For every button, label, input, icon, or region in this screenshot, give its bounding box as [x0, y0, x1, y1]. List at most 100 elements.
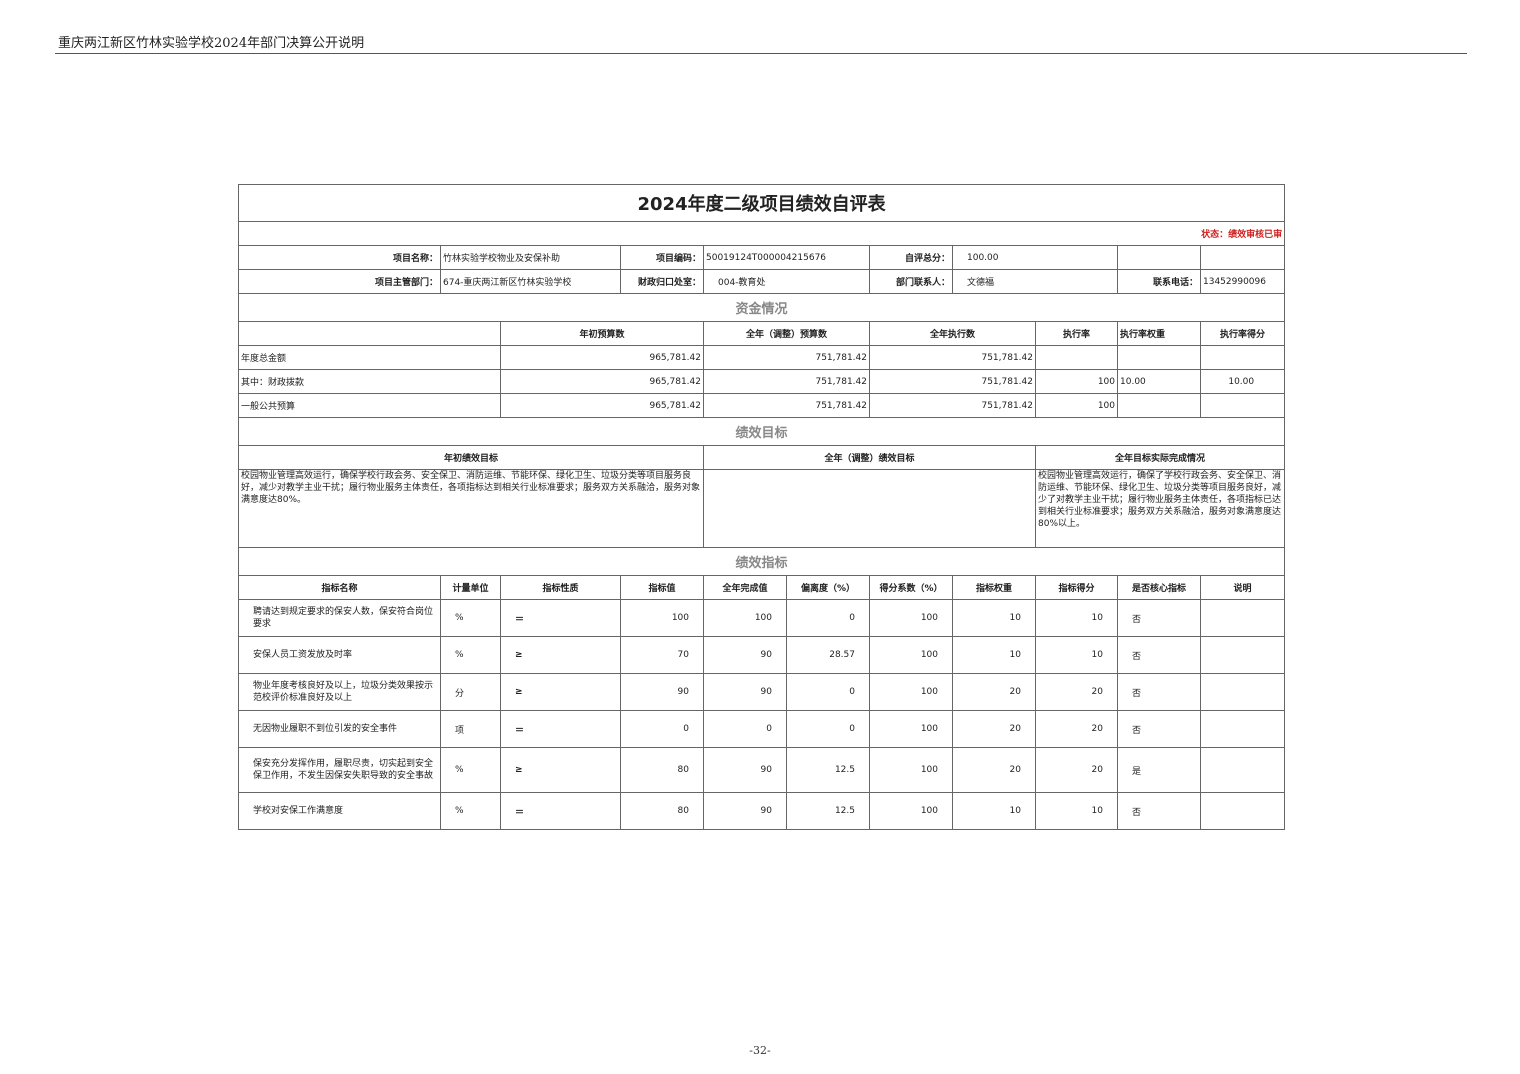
- indicator-header: 指标性质: [500, 575, 621, 600]
- indicator-cell: %: [440, 792, 501, 830]
- indicator-cell: 0: [703, 710, 787, 748]
- indicator-cell: 90: [620, 673, 704, 711]
- header-divider: [55, 53, 1467, 54]
- funds-cell: 100: [1035, 369, 1118, 394]
- indicator-cell: 10: [952, 792, 1036, 830]
- indicator-cell: 100: [869, 636, 953, 674]
- indicator-cell: ≥: [500, 673, 621, 711]
- goals-section-title: 绩效目标: [237, 417, 1286, 446]
- funds-row: 年度总金额 965,781.42 751,781.42 751,781.42: [238, 345, 1286, 370]
- funds-header: 执行率得分: [1199, 321, 1286, 346]
- indicator-cell: ＝: [500, 599, 621, 637]
- funds-cell: 965,781.42: [500, 393, 704, 418]
- indicator-cell: 10: [952, 599, 1036, 637]
- funds-cell: 751,781.42: [703, 345, 870, 370]
- indicator-header: 计量单位: [440, 575, 501, 600]
- document-header: 重庆两江新区竹林实验学校2024年部门决算公开说明: [58, 36, 365, 51]
- phone: 13452990096: [1199, 269, 1286, 294]
- indicator-header: 指标得分: [1035, 575, 1118, 600]
- project-code-label: 项目编码：: [620, 245, 704, 270]
- funds-cell: 751,781.42: [869, 393, 1036, 418]
- funds-header: 执行率权重: [1117, 321, 1201, 346]
- indicator-cell: 项: [440, 710, 501, 748]
- funds-cell: 10.00: [1199, 369, 1286, 394]
- funds-cell: 751,781.42: [703, 393, 870, 418]
- indicator-cell: 20: [952, 747, 1036, 793]
- indicator-row: 聘请达到规定要求的保安人数，保安符合岗位要求% ＝ 100 100 0 100 10 10 否: [238, 599, 1286, 637]
- indicator-cell: 100: [869, 673, 953, 711]
- indicator-row: 物业年度考核良好及以上，垃圾分类效果按示范校评价标准良好及以上分 ≥90 90 0 10…: [238, 673, 1286, 711]
- project-name: 竹林实验学校物业及安保补助: [440, 245, 621, 270]
- indicator-cell: 90: [703, 792, 787, 830]
- goals-header: 全年（调整）绩效目标: [703, 445, 1036, 470]
- funds-cell: [1035, 345, 1118, 370]
- indicator-header: 得分系数（%）: [869, 575, 953, 600]
- finance: 004-教育处: [703, 269, 870, 294]
- indicator-cell: 分: [440, 673, 501, 711]
- dept: 674-重庆两江新区竹林实验学校: [440, 269, 621, 294]
- indicator-cell: %: [440, 747, 501, 793]
- score-label: 自评总分：: [869, 245, 953, 270]
- indicator-cell: ≥: [500, 747, 621, 793]
- empty-cell: [1199, 245, 1286, 270]
- indicator-header: 偏离度（%）: [786, 575, 870, 600]
- funds-cell: [1117, 345, 1201, 370]
- indicator-cell: 90: [703, 636, 787, 674]
- indicator-cell: [1199, 636, 1286, 674]
- funds-header: 年初预算数: [500, 321, 704, 346]
- indicator-name: 保安充分发挥作用，履职尽责，切实起到安全保卫作用，不发生因保安失职导致的安全事故: [238, 747, 441, 793]
- project-name-label: 项目名称：: [238, 245, 441, 270]
- indicator-cell: 20: [952, 673, 1036, 711]
- funds-cell: 751,781.42: [869, 345, 1036, 370]
- indicator-cell: [1199, 747, 1286, 793]
- indicator-name: 无因物业履职不到位引发的安全事件: [238, 710, 441, 748]
- performance-table: 2024年度二级项目绩效自评表 状态：绩效审核已审 项目名称： 竹林实验学校物业…: [237, 184, 1286, 830]
- indicator-cell: [1199, 673, 1286, 711]
- indicator-name: 聘请达到规定要求的保安人数，保安符合岗位要求: [238, 599, 441, 637]
- indicator-cell: 20: [952, 710, 1036, 748]
- dept-label: 项目主管部门：: [238, 269, 441, 294]
- funds-cell: [1199, 345, 1286, 370]
- indicator-cell: 12.5: [786, 747, 870, 793]
- indicator-cell: 10: [1035, 636, 1118, 674]
- indicator-header: 指标名称: [238, 575, 441, 600]
- status-badge: 状态：绩效审核已审: [237, 221, 1286, 246]
- indicator-cell: %: [440, 636, 501, 674]
- funds-cell: 751,781.42: [869, 369, 1036, 394]
- indicator-cell: 否: [1117, 792, 1201, 830]
- funds-cell: 751,781.42: [703, 369, 870, 394]
- finance-label: 财政归口处室：: [620, 269, 704, 294]
- indicator-cell: 100: [869, 747, 953, 793]
- funds-cell: 100: [1035, 393, 1118, 418]
- indicator-cell: 10: [1035, 792, 1118, 830]
- goals-header: 年初绩效目标: [238, 445, 704, 470]
- indicator-header: 是否核心指标: [1117, 575, 1201, 600]
- actual-completion: 校园物业管理高效运行，确保了学校行政会务、安全保卫、消防运维、节能环保、绿化卫生…: [1034, 469, 1286, 548]
- initial-goal: 校园物业管理高效运行，确保学校行政会务、安全保卫、消防运维、节能环保、绿化卫生、…: [238, 469, 704, 548]
- indicator-row: 保安充分发挥作用，履职尽责，切实起到安全保卫作用，不发生因保安失职导致的安全事故…: [238, 747, 1286, 793]
- indicator-row: 安保人员工资发放及时率% ≥70 90 28.57 100 10 10 否: [238, 636, 1286, 674]
- indicator-cell: [1199, 710, 1286, 748]
- funds-cell: 965,781.42: [500, 345, 704, 370]
- indicator-cell: 12.5: [786, 792, 870, 830]
- indicator-cell: ＝: [500, 710, 621, 748]
- indicator-header: 说明: [1199, 575, 1286, 600]
- indicator-header: 指标权重: [952, 575, 1036, 600]
- indicator-row: 无因物业履职不到位引发的安全事件项＝ 0 0 0 100 20 20 否: [238, 710, 1286, 748]
- funds-header: 全年（调整）预算数: [703, 321, 870, 346]
- indicator-cell: 20: [1035, 747, 1118, 793]
- indicator-cell: 80: [620, 792, 704, 830]
- funds-header: 执行率: [1035, 321, 1118, 346]
- indicator-cell: 90: [703, 673, 787, 711]
- indicator-cell: 100: [869, 710, 953, 748]
- indicator-cell: 否: [1117, 636, 1201, 674]
- funds-row: 一般公共预算 965,781.42 751,781.42 751,781.42 100: [238, 393, 1286, 418]
- phone-label: 联系电话：: [1117, 269, 1201, 294]
- indicator-cell: 100: [869, 792, 953, 830]
- funds-cell: 一般公共预算: [238, 393, 501, 418]
- indicator-cell: 0: [786, 599, 870, 637]
- funds-header: 全年执行数: [869, 321, 1036, 346]
- indicator-cell: 100: [869, 599, 953, 637]
- adjusted-goal: [703, 469, 1036, 548]
- indicator-cell: 否: [1117, 673, 1201, 711]
